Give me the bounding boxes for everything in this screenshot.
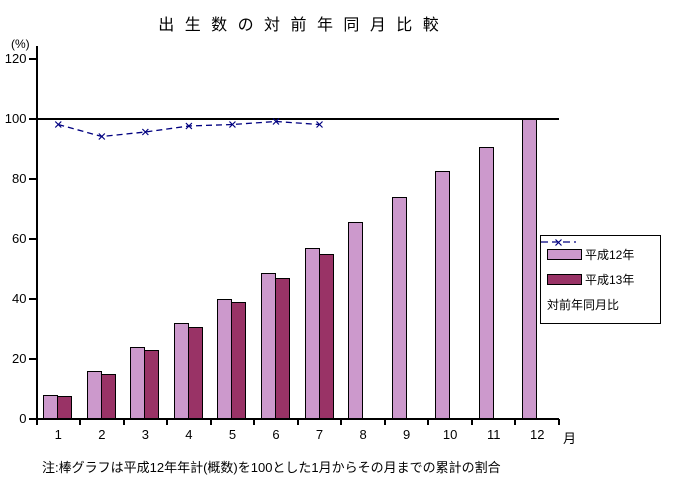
y-tick-label-100: 100 [4,110,27,126]
reference-line-100 [36,117,559,120]
x-tick-label-5: 5 [228,427,237,442]
x-tick-8 [383,418,386,425]
bar-平成13年-month3 [144,349,160,419]
x-axis-unit-label: 月 [563,431,577,446]
bar-平成12年-month11 [478,147,494,419]
chart-title: 出 生 数 の 対 前 年 同 月 比 較 [158,17,442,34]
x-tick-2 [122,418,125,425]
heisei12-swatch-icon [547,249,582,260]
bar-平成13年-month1 [57,396,73,419]
x-tick-12 [558,418,560,425]
y-tick-label-80: 80 [12,170,27,186]
x-marker-month4 [185,122,193,130]
bar-平成13年-month7 [318,253,334,419]
x-tick-4 [209,418,212,425]
bar-平成12年-month9 [391,196,407,419]
x-tick-label-4: 4 [185,427,193,442]
y-tick-label-20: 20 [12,350,27,366]
x-tick-3 [166,418,169,425]
x-marker-month7 [316,121,323,128]
x-tick-10 [470,418,473,425]
x-marker-month5 [229,121,236,128]
ratio-line-path [58,120,320,138]
x-marker-month1 [54,121,62,128]
legend-label-heisei13: 平成13年 [585,273,635,287]
bar-平成13年-month2 [100,373,116,419]
x-tick-label-10: 10 [442,427,458,442]
bar-平成13年-month4 [187,327,203,419]
x-marker-month3 [141,128,149,136]
y-tick-80 [28,177,37,180]
x-tick-label-6: 6 [272,427,280,442]
legend-item-heisei13: 平成13年 [547,271,654,288]
y-tick-label-120: 120 [4,50,27,66]
y-tick-label-40: 40 [12,290,27,306]
y-tick-label-0: 0 [19,410,27,426]
y-tick-label-60: 60 [12,230,27,246]
y-tick-60 [28,237,37,240]
x-tick-label-3: 3 [141,427,149,442]
x-tick-0 [35,418,38,425]
legend-label-heisei12: 平成12年 [585,248,635,262]
dashed-line-x-marker-icon [541,239,576,246]
x-tick-label-8: 8 [359,427,367,442]
x-tick-label-2: 2 [98,427,106,442]
x-marker-month6 [272,118,280,125]
x-tick-1 [79,418,82,425]
y-tick-100 [28,117,37,120]
bar-平成13年-month5 [231,301,247,419]
x-tick-6 [296,418,299,425]
bar-平成12年-month8 [348,222,364,419]
x-tick-label-12: 12 [529,427,545,442]
legend-item-ratio-line: 対前年同月比 [541,239,654,313]
x-tick-5 [253,418,256,425]
y-axis-unit-label: (%) [11,37,30,51]
x-tick-label-11: 11 [486,427,501,442]
legend: 平成12年 平成13年 対前年同月比 [540,235,661,324]
x-axis [28,417,559,420]
heisei13-swatch-icon [547,274,582,285]
x-tick-9 [427,418,430,425]
x-tick-11 [514,418,517,425]
x-tick-label-1: 1 [54,427,62,442]
footnote: 注:棒グラフは平成12年年計(概数)を100とした1月からその月までの累計の割合 [42,460,501,475]
legend-label-ratio-line: 対前年同月比 [547,298,620,312]
y-tick-20 [28,357,37,360]
x-marker-month2 [98,133,106,140]
bar-平成13年-month6 [274,277,290,419]
y-axis [35,46,38,419]
x-tick-7 [340,418,343,425]
y-tick-120 [28,57,37,60]
x-tick-label-7: 7 [315,427,324,442]
y-tick-40 [28,297,37,300]
bar-平成12年-month10 [435,171,451,419]
x-tick-label-9: 9 [402,427,411,442]
bar-平成12年-month12 [522,118,538,419]
legend-item-heisei12: 平成12年 [547,246,654,263]
